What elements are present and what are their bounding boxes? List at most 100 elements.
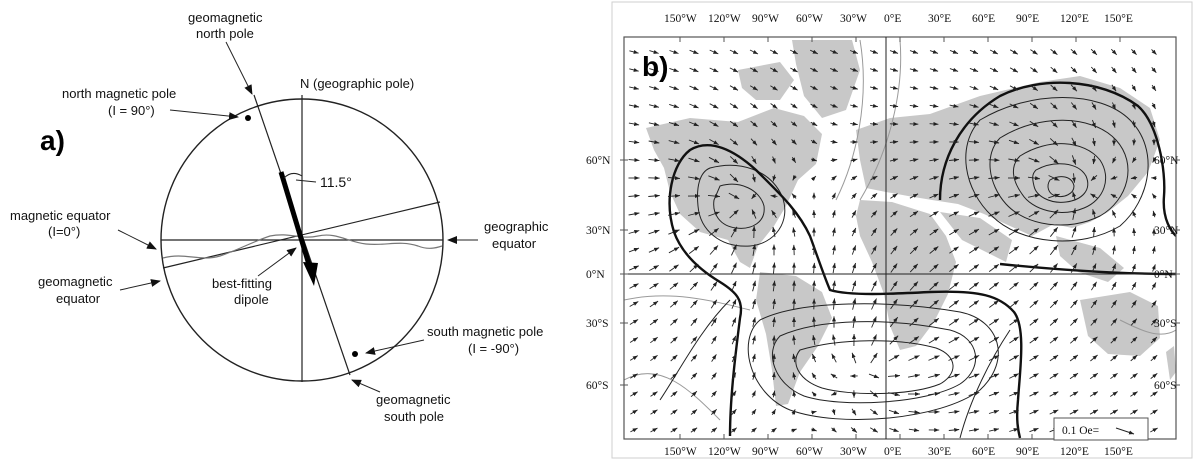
- field-vector-arrow: [811, 353, 817, 363]
- field-vector-arrow: [688, 139, 700, 145]
- field-vector-arrow: [852, 316, 857, 328]
- field-vector-arrow: [728, 192, 740, 200]
- magnetic-equator-label-1: magnetic equator: [10, 208, 111, 223]
- field-vector-arrow: [849, 49, 859, 54]
- field-vector-arrow: [832, 262, 837, 274]
- land-new-zealand: [1166, 346, 1176, 380]
- field-vector-arrow: [771, 408, 776, 416]
- field-vector-arrow: [772, 262, 777, 274]
- top-tick-label: 30°E: [928, 13, 951, 25]
- field-vector-arrow: [731, 280, 737, 292]
- right-tick-label: 60°S: [1154, 380, 1177, 392]
- field-vector-arrow: [709, 227, 719, 237]
- magnetic-equator-label-2: (I=0°): [48, 224, 80, 239]
- field-vector-arrow: [1008, 139, 1020, 145]
- field-vector-arrow: [810, 121, 818, 127]
- field-vector-arrow: [1132, 210, 1137, 218]
- field-vector-arrow: [871, 298, 877, 310]
- field-vector-arrow: [1049, 299, 1059, 309]
- dipole-arrow: [278, 171, 313, 269]
- field-vector-arrow: [909, 228, 919, 236]
- field-vector-arrow: [709, 245, 719, 255]
- field-vector-arrow: [830, 121, 838, 126]
- field-vector-arrow: [1027, 176, 1041, 181]
- field-vector-arrow: [889, 49, 899, 54]
- field-vector-arrow: [1150, 354, 1158, 362]
- field-vector-arrow: [1090, 193, 1098, 199]
- field-vector-arrow: [628, 193, 640, 198]
- field-vector-arrow: [810, 103, 818, 109]
- field-vector-arrow: [670, 318, 678, 326]
- field-vector-arrow: [1111, 263, 1117, 273]
- field-vector-arrow: [1111, 84, 1117, 92]
- field-vector-arrow: [868, 373, 880, 379]
- field-vector-arrow: [688, 228, 700, 236]
- field-vector-arrow: [1089, 372, 1099, 380]
- field-vector-arrow: [870, 352, 878, 364]
- bottom-tick-label: 150°E: [1104, 446, 1133, 458]
- field-vector-arrow: [1151, 84, 1157, 92]
- field-vector-arrow: [850, 158, 858, 163]
- field-vector-arrow: [1091, 281, 1097, 291]
- field-vector-arrow: [968, 391, 980, 397]
- field-vector-arrow: [649, 265, 659, 271]
- field-vector-arrow: [1071, 226, 1077, 238]
- field-vector-arrow: [792, 390, 797, 398]
- field-vector-arrow: [1132, 138, 1137, 146]
- field-vector-arrow: [1050, 84, 1058, 92]
- field-vector-arrow: [649, 318, 659, 326]
- field-vector-arrow: [1049, 155, 1059, 165]
- top-tick-label: 90°E: [1016, 13, 1039, 25]
- field-vector-arrow: [871, 316, 877, 328]
- field-vector-arrow: [1151, 246, 1156, 254]
- field-vector-arrow: [832, 298, 837, 310]
- field-vector-arrow: [668, 176, 680, 181]
- field-vector-arrow: [1008, 211, 1020, 217]
- field-vector-arrow: [870, 408, 878, 416]
- thin-contour: [835, 39, 864, 201]
- field-vector-arrow: [1131, 120, 1136, 128]
- field-vector-arrow: [988, 158, 1000, 163]
- field-vector-arrow: [1151, 120, 1156, 128]
- field-vector-arrow: [852, 298, 857, 310]
- field-vector-arrow: [890, 245, 898, 255]
- field-vector-arrow: [830, 67, 838, 73]
- field-vector-arrow: [650, 427, 658, 433]
- field-vector-arrow: [929, 176, 939, 180]
- geographic-equator-label-2: equator: [492, 236, 537, 251]
- field-vector-arrow: [1111, 120, 1116, 128]
- field-vector-arrow: [1009, 49, 1019, 55]
- field-vector-arrow: [648, 122, 660, 127]
- field-vector-arrow: [968, 409, 980, 414]
- geographic-equator-label-1: geographic: [484, 219, 549, 234]
- field-vector-arrow: [752, 298, 756, 310]
- field-vector-arrow: [771, 372, 776, 380]
- field-vector-arrow: [968, 228, 980, 236]
- field-vector-arrow: [909, 85, 919, 90]
- field-vector-arrow: [850, 85, 858, 90]
- field-vector-arrow: [670, 409, 678, 415]
- field-vector-arrow: [1028, 157, 1040, 163]
- field-vector-arrow: [1110, 318, 1118, 326]
- field-vector-arrow: [949, 228, 959, 236]
- field-vector-arrow: [1008, 193, 1020, 198]
- field-vector-arrow: [929, 211, 939, 217]
- field-vector-arrow: [750, 138, 758, 146]
- bottom-tick-label: 30°W: [840, 446, 867, 458]
- field-vector-arrow: [629, 86, 639, 90]
- scale-box: [1053, 417, 1149, 441]
- field-vector-arrow: [988, 264, 1000, 272]
- field-vector-arrow: [869, 85, 879, 90]
- field-vector-arrow: [772, 298, 777, 310]
- field-vector-arrow: [690, 318, 698, 326]
- field-vector-arrow: [1152, 157, 1157, 163]
- field-vector-arrow: [850, 103, 858, 108]
- field-vector-arrow: [988, 140, 1000, 145]
- top-tick-label: 120°W: [708, 13, 741, 25]
- field-vector-arrow: [1009, 428, 1019, 432]
- field-vector-arrow: [1151, 49, 1157, 55]
- field-vector-arrow: [1029, 263, 1039, 273]
- field-vector-arrow: [909, 67, 919, 72]
- field-vector-arrow: [988, 373, 1000, 379]
- field-vector-arrow: [949, 281, 959, 291]
